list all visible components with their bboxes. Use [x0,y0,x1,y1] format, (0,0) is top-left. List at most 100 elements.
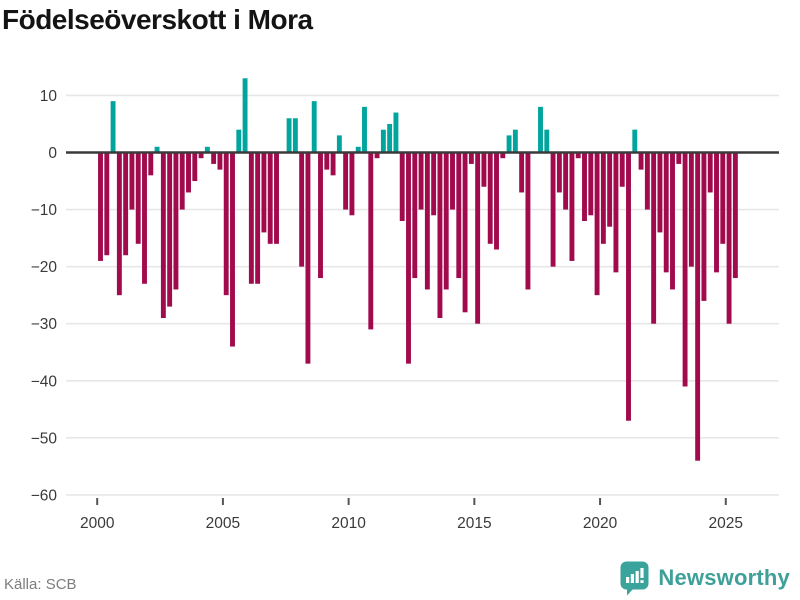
bar-negative [349,152,355,216]
bar-negative [487,152,493,244]
y-axis-tick-label: 10 [40,88,58,105]
bar-negative [255,152,261,284]
bar-negative [676,152,682,164]
bar-negative [575,152,581,159]
y-axis-tick-label: 0 [48,145,57,162]
y-axis-tick-label: −10 [31,202,58,219]
bar-negative [418,152,424,210]
bar-positive [362,106,367,153]
bar-negative [142,152,147,284]
bar-negative [720,152,726,244]
bar-negative [644,152,650,210]
bar-negative [714,152,719,273]
bar-negative [267,152,273,244]
bar-negative [525,152,531,290]
bar-negative [500,152,506,159]
chart-title: Födelseöverskott i Mora [2,4,313,35]
y-axis-tick-label: −40 [31,373,58,390]
bar-negative [129,152,135,210]
bar-negative [594,152,600,296]
bar-positive [286,118,292,153]
bar-negative [726,152,732,324]
bar-negative [582,152,587,221]
bar-negative [211,152,217,164]
y-axis-tick-label: −50 [31,430,58,447]
bar-negative [374,152,380,159]
bar-positive [393,112,399,153]
bar-negative [607,152,613,227]
bar-positive [380,129,386,153]
bar-negative [619,152,625,187]
bar-negative [450,152,455,210]
bar-negative [626,152,631,421]
bar-negative [135,152,141,244]
bar-negative [556,152,562,193]
bar-negative [261,152,267,233]
bar-negative [173,152,179,290]
bar-negative [123,152,129,256]
bar-negative [230,152,235,347]
bar-negative [343,152,349,210]
bar-negative [569,152,575,261]
bar-positive [154,146,160,153]
bar-negative [437,152,443,319]
bar-negative [688,152,694,267]
x-axis-tick-label: 2000 [80,515,115,532]
bar-negative [663,152,669,273]
bar-positive [110,101,116,153]
bar-negative [324,152,330,170]
bar-negative [588,152,594,216]
bar-negative [406,152,411,364]
x-axis-tick-label: 2010 [331,515,366,532]
bar-negative [116,152,122,296]
bar-negative [368,152,374,330]
bar-positive [336,135,342,153]
newsworthy-logo-text: Newsworthy [658,565,790,590]
bar-negative [192,152,198,182]
bar-negative [468,152,474,164]
bar-negative [160,152,166,319]
bar-negative [104,152,110,256]
bar-positive [538,106,543,153]
bar-negative [613,152,619,273]
y-axis-tick-label: −20 [31,259,58,276]
y-axis-tick-label: −60 [31,487,58,504]
bar-negative [179,152,185,210]
bar-negative [462,152,468,313]
bar-positive [506,135,512,153]
newsworthy-logo: Newsworthy [620,560,790,596]
bar-negative [670,152,675,290]
bar-positive [512,129,518,153]
bar-positive [632,129,638,153]
x-axis-tick-label: 2005 [206,515,240,532]
bar-negative [330,152,336,176]
bar-negative [600,152,606,244]
bar-negative [638,152,644,170]
bar-negative [651,152,657,324]
bar-negative [299,152,305,267]
bar-negative [274,152,279,244]
y-axis-tick-label: −30 [31,316,58,333]
bar-negative [223,152,229,296]
newsworthy-bubble-icon [620,561,649,595]
bar-negative [399,152,405,221]
bar-negative [456,152,462,279]
x-axis-tick-label: 2020 [583,515,618,532]
bar-positive [204,146,210,153]
bar-negative [475,152,481,324]
bar-negative [305,152,311,364]
x-axis-tick-label: 2025 [709,515,743,532]
bar-positive [292,118,298,153]
bar-negative [148,152,154,176]
bar-negative [186,152,191,193]
bar-positive [355,146,361,153]
bar-negative [563,152,569,210]
bar-negative [550,152,556,267]
bar-negative [732,152,738,279]
source-label: Källa: SCB [4,576,77,593]
bar-positive [311,101,317,153]
bar-negative [167,152,173,307]
bar-positive [242,78,248,153]
bar-negative [248,152,254,284]
